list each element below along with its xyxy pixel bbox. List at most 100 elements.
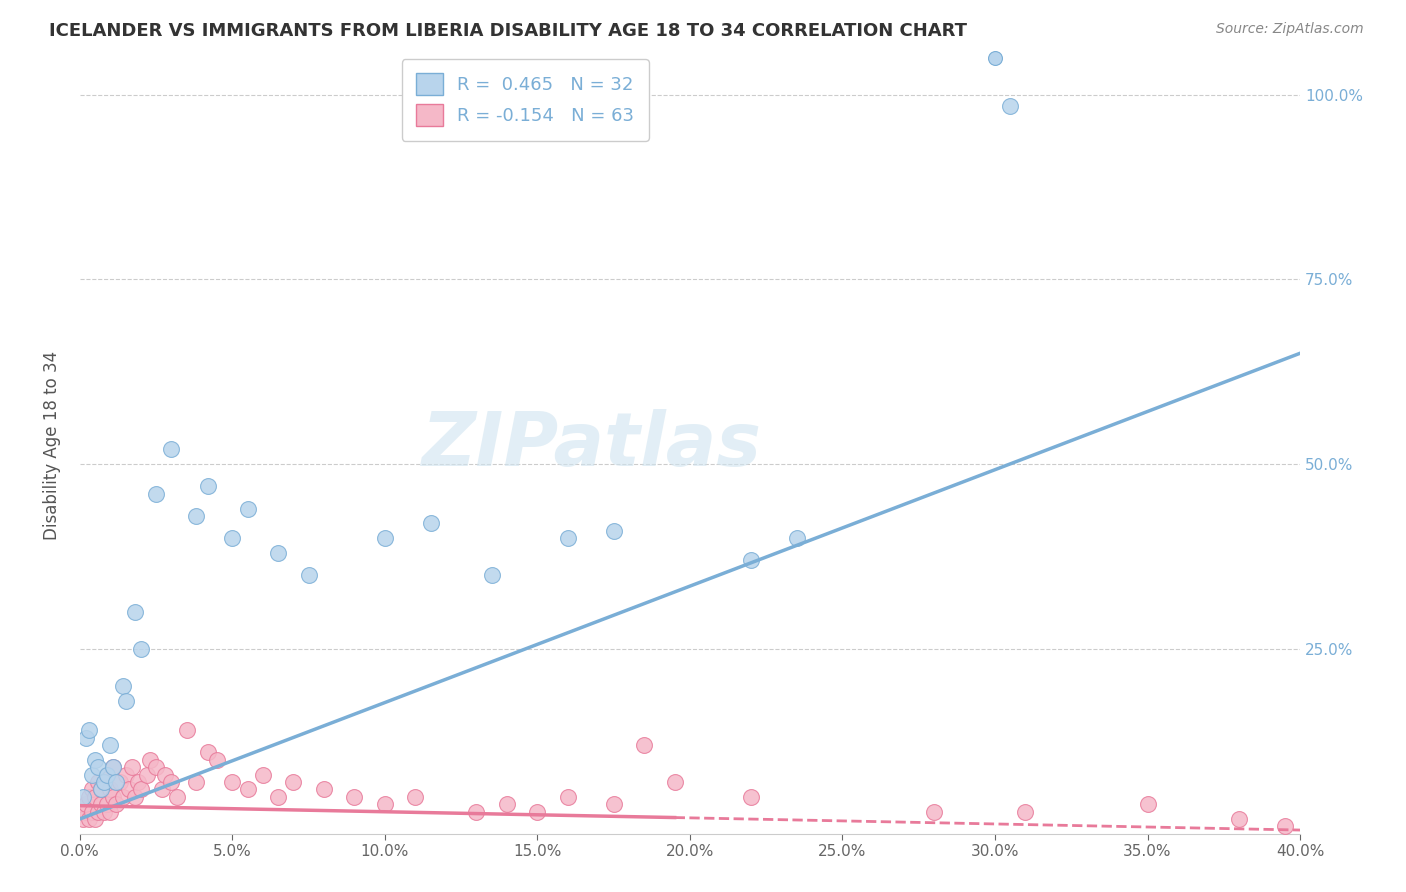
Point [481,568,503,582]
Point [72,812,94,826]
Point [77,812,100,826]
Point [84,789,107,804]
Point [139,753,162,767]
Point [100,805,122,819]
Point [111,789,134,804]
Point [1136,797,1159,812]
Point [176,723,198,738]
Point [526,805,548,819]
Point [1014,805,1036,819]
Point [404,789,426,804]
Point [90,782,112,797]
Point [343,789,366,804]
Point [664,775,686,789]
Point [184,775,207,789]
Point [252,767,274,781]
Point [160,775,183,789]
Point [465,805,488,819]
Point [80,782,103,797]
Point [419,516,441,531]
Point [136,767,159,781]
Point [236,501,259,516]
Point [93,805,115,819]
Point [633,738,655,752]
Point [121,760,143,774]
Point [312,782,335,797]
Point [105,775,128,789]
Point [75,805,97,819]
Point [111,679,134,693]
Point [90,782,112,797]
Point [77,789,100,804]
Point [129,782,152,797]
Point [205,753,228,767]
Point [87,775,110,789]
Point [100,782,122,797]
Point [221,775,243,789]
Point [1227,812,1250,826]
Point [557,531,579,545]
Point [84,753,107,767]
Point [84,812,107,826]
Point [496,797,519,812]
Point [786,531,808,545]
Point [96,767,118,781]
Point [267,546,290,560]
Point [166,789,188,804]
Point [75,797,97,812]
Point [267,789,290,804]
Y-axis label: Disability Age 18 to 34: Disability Age 18 to 34 [44,351,60,541]
Point [150,782,173,797]
Point [87,805,110,819]
Point [145,487,167,501]
Point [105,797,128,812]
Point [87,760,110,774]
Point [374,797,396,812]
Point [96,767,118,781]
Point [197,479,219,493]
Point [96,797,118,812]
Point [740,553,762,567]
Point [283,775,305,789]
Point [298,568,321,582]
Point [114,694,136,708]
Point [602,797,624,812]
Point [145,760,167,774]
Point [221,531,243,545]
Point [103,789,125,804]
Point [124,605,146,619]
Point [118,782,141,797]
Text: ICELANDER VS IMMIGRANTS FROM LIBERIA DISABILITY AGE 18 TO 34 CORRELATION CHART: ICELANDER VS IMMIGRANTS FROM LIBERIA DIS… [49,22,967,40]
Point [100,738,122,752]
Point [103,760,125,774]
Point [72,789,94,804]
Point [155,767,177,781]
Point [184,508,207,523]
Point [129,642,152,657]
Point [236,782,259,797]
Point [93,775,115,789]
Text: ZIPatlas: ZIPatlas [422,409,762,483]
Legend: R =  0.465   N = 32, R = -0.154   N = 63: R = 0.465 N = 32, R = -0.154 N = 63 [402,59,650,141]
Point [127,775,149,789]
Point [1274,819,1296,833]
Point [80,767,103,781]
Point [93,775,115,789]
Point [103,760,125,774]
Point [90,797,112,812]
Point [374,531,396,545]
Point [1000,98,1022,112]
Point [160,442,183,457]
Point [75,731,97,745]
Point [602,524,624,538]
Text: Source: ZipAtlas.com: Source: ZipAtlas.com [1216,22,1364,37]
Point [114,767,136,781]
Point [124,789,146,804]
Point [77,723,100,738]
Point [740,789,762,804]
Point [108,775,131,789]
Point [922,805,945,819]
Point [80,805,103,819]
Point [557,789,579,804]
Point [197,746,219,760]
